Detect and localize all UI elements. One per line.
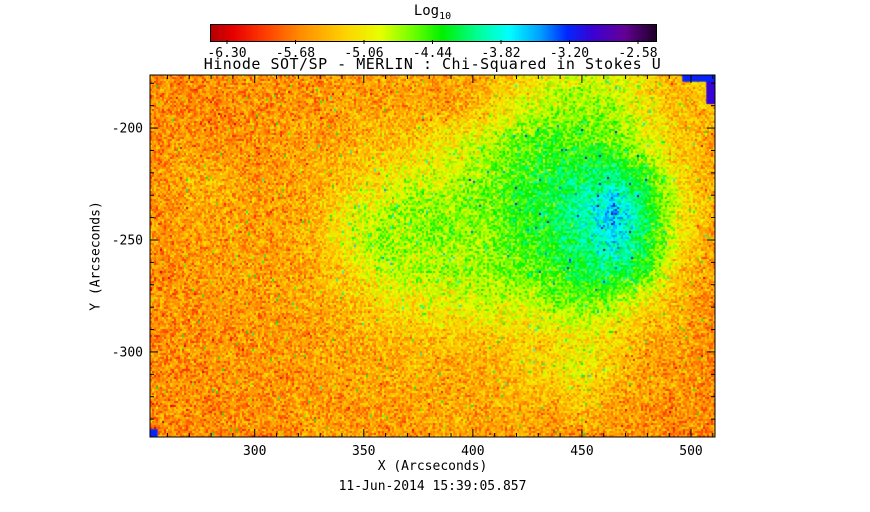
x-axis-label: X (Arcseconds) (377, 459, 488, 474)
x-tick-label: 300 (243, 444, 266, 459)
colorbar-title: Log10 (150, 3, 715, 22)
x-tick-label: 450 (570, 444, 593, 459)
y-axis-label: Y (Arcseconds) (88, 201, 104, 311)
y-tick-label: -200 (112, 122, 143, 137)
x-tick-label: 500 (679, 444, 702, 459)
timestamp-caption: 11-Jun-2014 15:39:05.857 (338, 479, 527, 494)
y-tick-label: -250 (112, 233, 143, 248)
y-tick-label: -300 (112, 345, 143, 360)
plot-title: Hinode SOT/SP - MERLIN : Chi-Squared in … (203, 55, 662, 73)
x-tick-label: 400 (461, 444, 484, 459)
colorbar (210, 24, 657, 42)
colorbar-title-subscript: 10 (439, 10, 452, 22)
heatmap-canvas (150, 75, 715, 437)
x-tick-label: 350 (352, 444, 375, 459)
colorbar-title-text: Log (413, 3, 440, 19)
